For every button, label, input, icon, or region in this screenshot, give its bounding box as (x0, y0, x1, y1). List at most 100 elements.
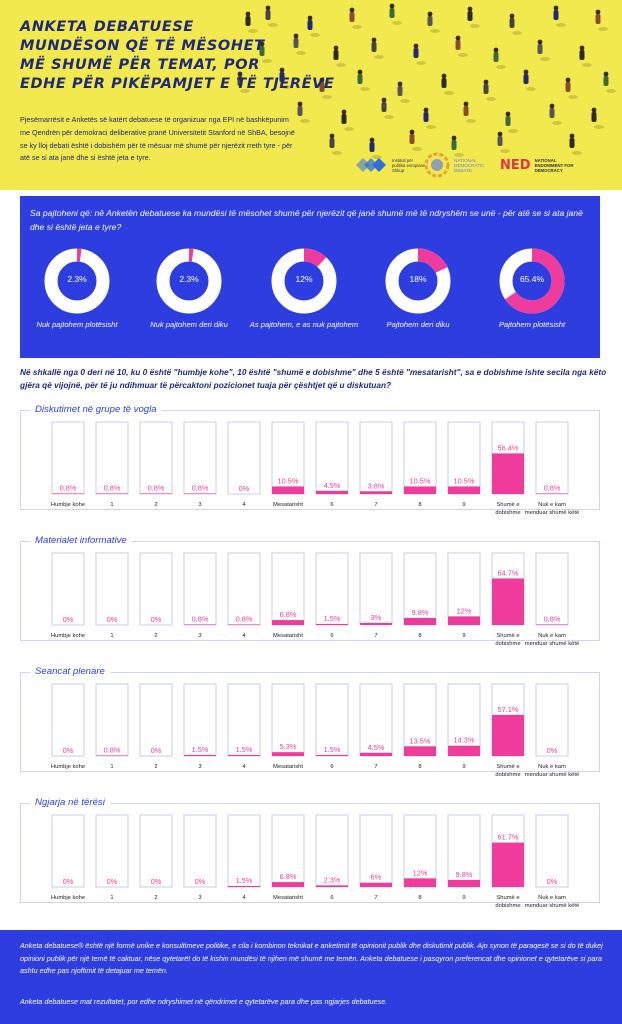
bar-value-label: 0.8% (544, 483, 561, 492)
bar-value-label: 0% (547, 746, 558, 755)
person-shadow (416, 61, 426, 65)
x-tick-label: 3 (198, 502, 201, 508)
bar-value-label: 4.5% (368, 743, 385, 752)
person-shadow (310, 33, 320, 37)
bar-value-label: 0% (107, 877, 118, 886)
person-shadow (322, 95, 332, 99)
person-shadow (372, 155, 382, 159)
x-tick-label: Shumë e (496, 633, 519, 639)
bar-value-label: 3.8% (368, 481, 385, 490)
person-head (509, 13, 515, 19)
x-tick-label: Humbje kohe (51, 633, 85, 639)
bar (448, 879, 480, 887)
person-shadow (486, 97, 496, 101)
person-shadow (512, 31, 522, 35)
person-shadow (296, 51, 306, 55)
footer-paragraph: Anketa debatuese® është një formë unike … (20, 941, 603, 975)
person-figure (389, 8, 395, 18)
donut-value: 12% (295, 274, 313, 284)
bar (272, 882, 304, 887)
x-tick-label: 2 (154, 502, 157, 508)
donut-value: 65.4% (519, 274, 545, 284)
bar (492, 842, 524, 887)
bar-background (315, 814, 349, 888)
person-shadow (412, 147, 422, 151)
person-head (297, 101, 303, 107)
bar-background (535, 683, 569, 757)
person-figure (307, 20, 313, 30)
person-figure (537, 44, 543, 54)
x-tick-label: 8 (418, 633, 421, 639)
person-head (455, 35, 461, 41)
bar-value-label: 10.5% (410, 476, 431, 485)
person-head (389, 3, 395, 9)
bar-background (227, 683, 261, 757)
person-head (467, 6, 473, 12)
epi-logo-text: Instituti për politika evropiane Shkup (392, 157, 426, 173)
bar-background (403, 814, 437, 888)
ndd-logo-text: NATIONAL DEMOCRATIC DEBATE (454, 157, 485, 173)
ndd-logo-icon (424, 152, 450, 178)
bar (184, 624, 216, 625)
person-figure (523, 74, 529, 84)
bar-value-label: 12% (413, 868, 428, 877)
bar-value-label: 0% (63, 877, 74, 886)
person-shadow (248, 29, 258, 33)
bar-value-label: 5.3% (280, 742, 297, 751)
bar-value-label: 0% (151, 615, 162, 624)
title-line: EDHE PËR PIKËPAMJET E TË TJERËVE (20, 76, 335, 92)
person-head (505, 111, 511, 117)
person-figure (463, 106, 469, 116)
person-head (463, 101, 469, 107)
bar-value-label: 0% (239, 484, 250, 493)
bar-value-label: 13.5% (410, 736, 431, 745)
bar-background (315, 421, 349, 495)
bar-chart-panel: Seancat plenare 0% Humbje kohe 0.8% 1 0% 2 1.5… (20, 664, 600, 778)
person-shadow (526, 87, 536, 91)
person-shadow (400, 99, 410, 103)
person-shadow (598, 27, 608, 31)
person-shadow (470, 24, 480, 28)
bar-background (139, 814, 173, 888)
chart-title: Materialet informative (30, 533, 132, 549)
person-figure (595, 14, 601, 24)
donut-ring (271, 248, 337, 314)
person-figure (409, 134, 415, 144)
person-head (565, 77, 571, 83)
x-tick-label: 3 (198, 633, 201, 639)
person-shadow (552, 121, 562, 125)
scale-question: Në shkallë nga 0 deri në 10, ku 0 është … (20, 367, 607, 390)
bar (536, 624, 568, 625)
panel-frame (20, 410, 600, 510)
person-head (341, 109, 347, 115)
person-figure (245, 16, 251, 26)
person-shadow (540, 57, 550, 61)
bar (316, 623, 348, 625)
person-shadow (426, 125, 436, 129)
bar (96, 755, 128, 756)
x-tick-label: 1 (110, 764, 113, 770)
crowd-illustration (237, 3, 616, 159)
x-tick-label: dobishme (495, 641, 520, 647)
chart-title: Ngjarja në tërësi (30, 795, 110, 811)
bar-background (183, 814, 217, 888)
donut-label: As pajtohem, e as nuk pajtohem (249, 320, 359, 329)
person-figure (297, 106, 303, 116)
bar-value-label: 0.8% (148, 483, 165, 492)
bar (140, 493, 172, 494)
donut-value: 18% (409, 274, 427, 284)
bar-value-label: 0.8% (104, 745, 121, 754)
ned-logo: NED NATIONAL ENDOWMENT FOR DEMOCRACY (500, 150, 575, 180)
page-title: ANKETA DEBATUESE MUNDËSON QË TË MËSOHET … (20, 18, 335, 94)
x-tick-label: dobishme (495, 772, 520, 778)
bar (96, 493, 128, 494)
person-shadow (360, 87, 370, 91)
person-head (549, 103, 555, 109)
x-tick-label: 1 (110, 502, 113, 508)
x-tick-label: 4 (242, 764, 246, 770)
bar-chart: 0.8% Humbje kohe 0.8% 1 0.8% 2 0.8% 3 0% 4 10.5% Me… (51, 421, 579, 516)
donut-ring (385, 248, 451, 314)
bar (316, 885, 348, 887)
x-tick-label: 9 (462, 502, 465, 508)
person-head (441, 73, 447, 79)
